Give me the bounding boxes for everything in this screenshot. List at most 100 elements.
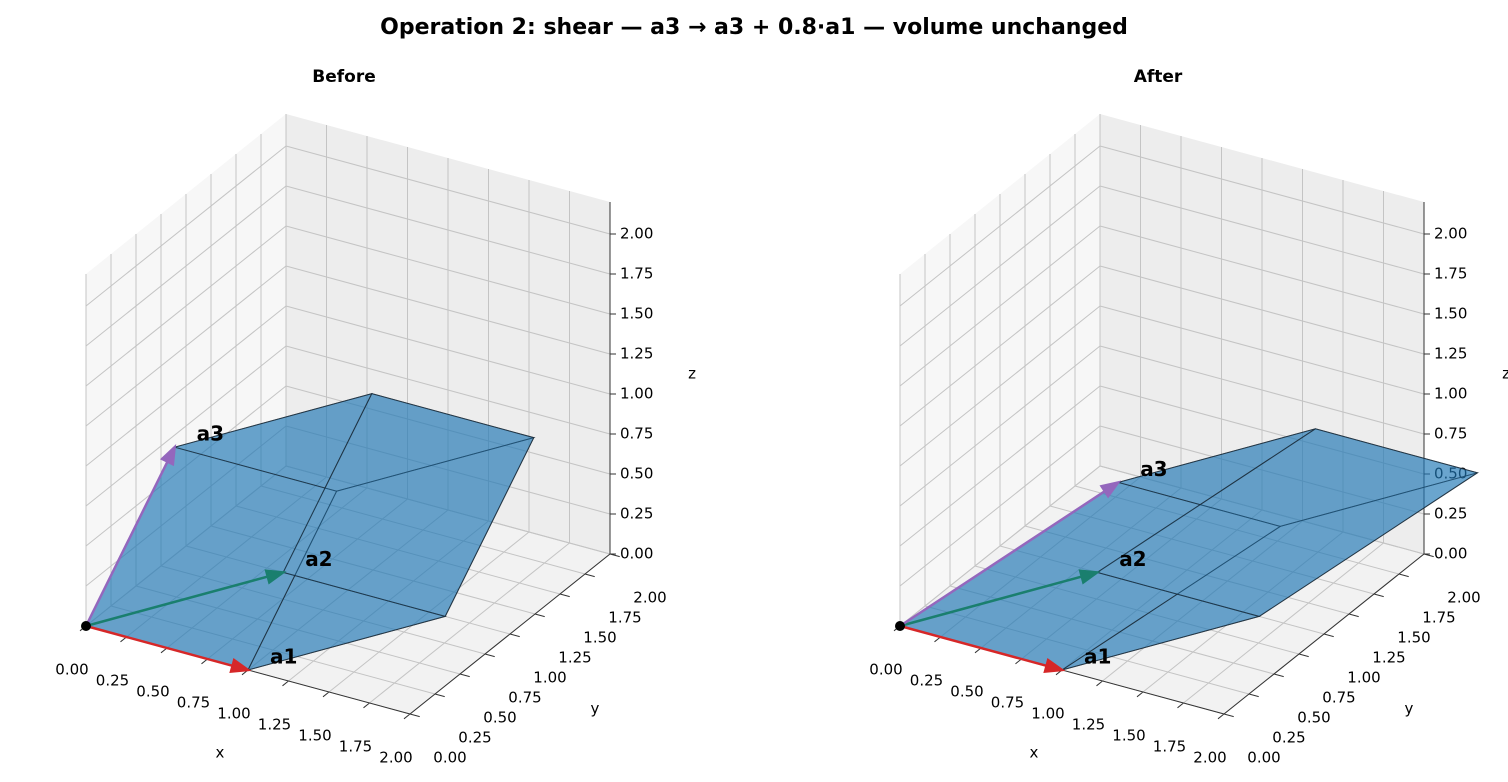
grid-line (924, 605, 1250, 695)
grid-line (135, 585, 461, 675)
grid-line (899, 345, 1101, 507)
tick-mark (584, 573, 595, 578)
z-tick-label: 1.75 (620, 265, 653, 283)
tick-mark (1096, 680, 1103, 687)
x-tick-label: 2.00 (1193, 749, 1226, 767)
x-tick-label: 0.75 (991, 694, 1024, 712)
vector-arrow (85, 624, 252, 674)
grid-line (1099, 465, 1425, 555)
z-tick-label: 2.00 (1434, 225, 1467, 243)
tick-mark (459, 673, 470, 678)
grid-line (1049, 505, 1375, 595)
grid-line (285, 345, 611, 435)
tick-mark (1298, 653, 1309, 658)
grid-line (85, 305, 287, 467)
tick-mark (282, 680, 289, 687)
x-tick-label: 0.25 (910, 672, 943, 690)
grid-line (285, 425, 611, 515)
tick-mark (322, 691, 330, 698)
x-tick-label: 0.50 (950, 683, 983, 701)
x-tick-label: 0.75 (177, 694, 210, 712)
grid-line (899, 305, 1101, 467)
tick-mark (434, 693, 445, 698)
vector-arrow (85, 569, 287, 628)
z-tick-label: 1.50 (620, 305, 653, 323)
x-tick-label: 1.25 (258, 716, 291, 734)
grid-line (85, 265, 287, 427)
grid-line (285, 465, 611, 555)
grid-line (85, 465, 287, 627)
grid-line (85, 385, 287, 547)
y-tick-label: 0.00 (433, 749, 466, 767)
y-tick-label: 1.50 (583, 629, 616, 647)
y-tick-label: 1.75 (1422, 609, 1455, 627)
origin-point (81, 621, 91, 631)
grid-line (899, 385, 1101, 547)
z-tick-label: 0.75 (1434, 425, 1467, 443)
y-tick-label: 1.50 (1397, 629, 1430, 647)
tick-mark (1223, 713, 1234, 718)
z-axis-label: z (688, 365, 696, 383)
grid-line (899, 265, 1101, 427)
x-tick-label: 0.00 (55, 661, 88, 679)
x-tick-label: 0.00 (869, 661, 902, 679)
x-axis-label: x (216, 744, 225, 762)
tick-mark (1248, 693, 1259, 698)
z-tick-label: 0.25 (1434, 505, 1467, 523)
grid-line (1099, 425, 1425, 515)
tick-mark (1323, 633, 1334, 638)
y-tick-label: 1.00 (1347, 669, 1380, 687)
z-tick-label: 1.25 (620, 345, 653, 363)
y-tick-label: 0.25 (1272, 729, 1305, 747)
grid-line (85, 225, 287, 387)
grid-line (899, 145, 1101, 307)
y-axis-label: y (1405, 700, 1414, 718)
x-tick-label: 1.00 (1031, 705, 1064, 723)
y-tick-label: 0.25 (458, 729, 491, 747)
parallelepiped-face (282, 393, 535, 617)
tick-mark (403, 713, 411, 720)
y-tick-label: 0.50 (1297, 709, 1330, 727)
grid-line (1099, 345, 1425, 435)
z-tick-label: 0.00 (620, 545, 653, 563)
y-tick-label: 0.00 (1247, 749, 1280, 767)
tick-mark (509, 633, 520, 638)
y-tick-label: 0.50 (483, 709, 516, 727)
subplot-title: After (1134, 67, 1183, 87)
z-tick-label: 1.25 (1434, 345, 1467, 363)
x-tick-label: 0.25 (96, 672, 129, 690)
tick-mark (1398, 573, 1409, 578)
grid-line (285, 185, 611, 275)
grid-line (85, 145, 287, 307)
grid-line (285, 385, 611, 475)
y-tick-label: 1.75 (608, 609, 641, 627)
tick-mark (1177, 702, 1184, 709)
grid-line (285, 145, 611, 235)
y-tick-label: 0.75 (508, 689, 541, 707)
grid-line (1099, 305, 1425, 395)
grid-line (110, 605, 436, 695)
grid-line (1099, 145, 1425, 235)
z-tick-label: 0.50 (620, 465, 653, 483)
grid-line (949, 585, 1275, 675)
vector-label: a3 (1140, 457, 1167, 481)
x-axis-label: x (1030, 744, 1039, 762)
grid-line (285, 265, 611, 355)
y-tick-label: 0.75 (1322, 689, 1355, 707)
x-tick-label: 1.00 (217, 705, 250, 723)
tick-mark (1136, 691, 1144, 698)
tick-mark (1348, 613, 1359, 618)
tick-mark (534, 613, 545, 618)
grid-line (285, 225, 611, 315)
x-tick-label: 1.50 (1112, 727, 1145, 745)
y-tick-label: 2.00 (633, 589, 666, 607)
x-tick-label: 2.00 (379, 749, 412, 767)
z-tick-label: 1.00 (620, 385, 653, 403)
z-tick-label: 2.00 (620, 225, 653, 243)
grid-line (899, 465, 1101, 627)
x-tick-label: 1.75 (1153, 738, 1186, 756)
tick-mark (1373, 593, 1384, 598)
z-tick-label: 1.50 (1434, 305, 1467, 323)
z-tick-label: 1.75 (1434, 265, 1467, 283)
x-tick-label: 1.50 (298, 727, 331, 745)
